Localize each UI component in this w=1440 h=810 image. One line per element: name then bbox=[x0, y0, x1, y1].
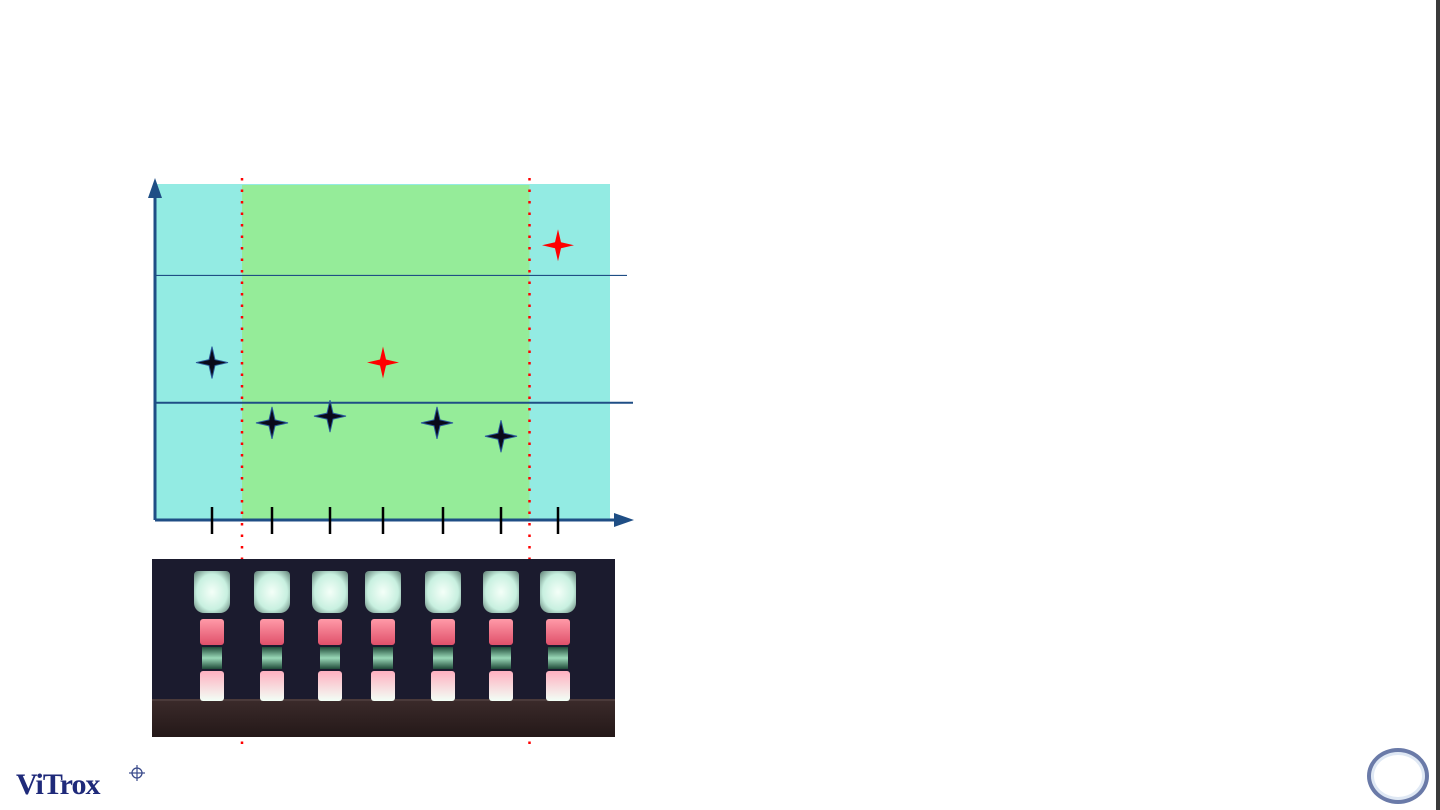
lead-neck bbox=[548, 647, 568, 669]
lead-neck bbox=[491, 647, 511, 669]
component-lead bbox=[310, 571, 350, 701]
lead-mid bbox=[546, 619, 570, 645]
lead-top bbox=[194, 571, 230, 613]
component-lead bbox=[423, 571, 463, 701]
lead-foot bbox=[318, 671, 342, 701]
data-point-marker bbox=[484, 420, 518, 453]
lead-neck bbox=[433, 647, 453, 669]
component-lead bbox=[363, 571, 403, 701]
lead-neck bbox=[320, 647, 340, 669]
data-point-marker bbox=[313, 400, 347, 433]
component-lead-photo bbox=[152, 559, 615, 737]
data-point-marker bbox=[420, 406, 454, 439]
component-lead bbox=[538, 571, 578, 701]
lead-top bbox=[483, 571, 519, 613]
lead-mid bbox=[200, 619, 224, 645]
lead-foot bbox=[200, 671, 224, 701]
data-point-marker bbox=[195, 346, 229, 379]
lead-mid bbox=[489, 619, 513, 645]
component-body bbox=[152, 699, 615, 737]
lead-top bbox=[254, 571, 290, 613]
component-lead bbox=[481, 571, 521, 701]
lead-neck bbox=[373, 647, 393, 669]
data-point-marker bbox=[255, 406, 289, 439]
lead-top bbox=[425, 571, 461, 613]
lead-neck bbox=[262, 647, 282, 669]
lead-mid bbox=[431, 619, 455, 645]
component-lead bbox=[252, 571, 292, 701]
lead-foot bbox=[546, 671, 570, 701]
edge-bar bbox=[1436, 0, 1440, 810]
lead-foot bbox=[260, 671, 284, 701]
lead-foot bbox=[431, 671, 455, 701]
crosshair-logo-icon bbox=[129, 765, 145, 781]
lead-mid bbox=[371, 619, 395, 645]
x-axis-arrow bbox=[614, 513, 634, 527]
lead-foot bbox=[371, 671, 395, 701]
lead-top bbox=[540, 571, 576, 613]
component-lead bbox=[192, 571, 232, 701]
lead-top bbox=[312, 571, 348, 613]
valid-region bbox=[242, 185, 530, 520]
lead-top bbox=[365, 571, 401, 613]
outlier-marker bbox=[367, 346, 399, 379]
lead-neck bbox=[202, 647, 222, 669]
y-axis-arrow bbox=[148, 178, 162, 198]
lead-foot bbox=[489, 671, 513, 701]
lead-mid bbox=[318, 619, 342, 645]
lead-mid bbox=[260, 619, 284, 645]
outlier-marker bbox=[542, 229, 574, 262]
vitrox-logo: ViTrox bbox=[16, 768, 100, 801]
slide-number-badge bbox=[1367, 748, 1429, 804]
